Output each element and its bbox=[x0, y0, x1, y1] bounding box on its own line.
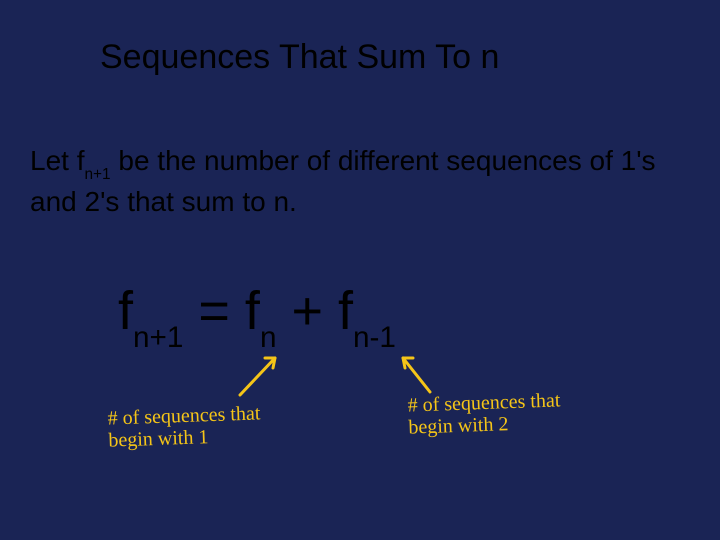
body-rest: be the number of different sequences of … bbox=[30, 145, 656, 217]
eq-plus: + bbox=[276, 281, 338, 341]
slide-title: Sequences That Sum To n bbox=[100, 38, 499, 77]
arrow-left-icon bbox=[225, 350, 285, 405]
recurrence-equation: fn+1 = fn + fn-1 bbox=[118, 280, 396, 349]
eq-equals: = bbox=[183, 281, 245, 341]
annotation-right-line2: begin with 2 bbox=[408, 411, 561, 438]
body-subscript: n+1 bbox=[84, 166, 110, 183]
eq-sub1: n+1 bbox=[133, 321, 183, 354]
arrow-right-icon bbox=[395, 350, 445, 400]
eq-sub3: n-1 bbox=[353, 321, 396, 354]
annotation-left: # of sequences that begin with 1 bbox=[107, 402, 261, 451]
annotation-right: # of sequences that begin with 2 bbox=[407, 389, 561, 438]
body-prefix: Let f bbox=[30, 145, 84, 176]
definition-text: Let fn+1 be the number of different sequ… bbox=[30, 142, 690, 221]
eq-f3: f bbox=[338, 281, 353, 341]
eq-f2: f bbox=[245, 281, 260, 341]
annotation-left-line2: begin with 1 bbox=[108, 424, 261, 451]
eq-f1: f bbox=[118, 281, 133, 341]
